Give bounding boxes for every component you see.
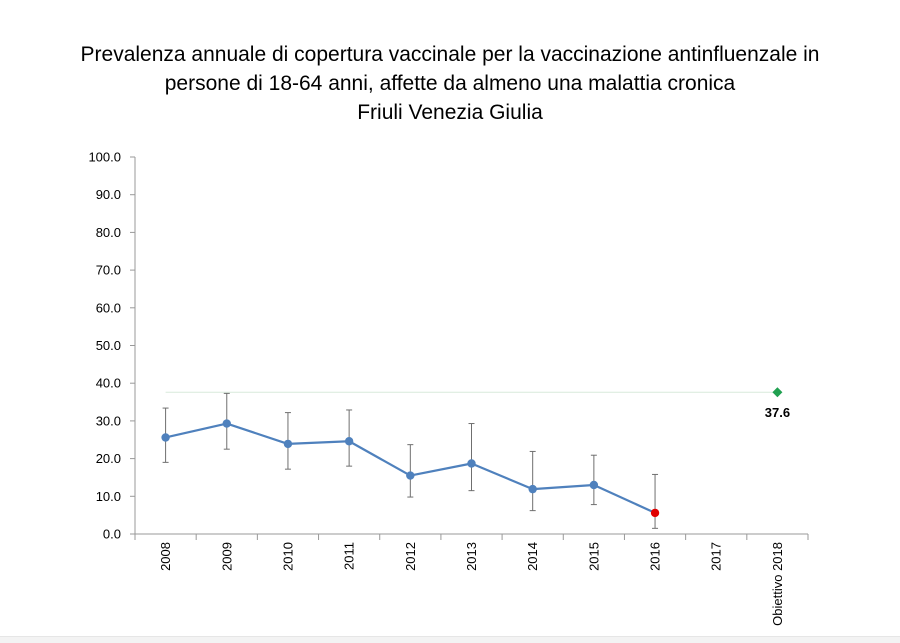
data-point: [161, 433, 170, 442]
y-tick-label: 40.0: [96, 376, 121, 391]
y-tick-label: 80.0: [96, 225, 121, 240]
x-tick-label: 2017: [709, 542, 724, 571]
y-tick-label: 50.0: [96, 338, 121, 353]
x-tick-label: 2011: [342, 542, 357, 570]
x-tick-label: 2013: [464, 542, 479, 571]
data-point: [406, 471, 415, 480]
target-marker: [772, 387, 783, 398]
data-point: [344, 437, 354, 446]
x-tick-label: 2008: [158, 542, 173, 571]
data-point: [650, 508, 660, 518]
y-tick-label: 100.0: [88, 150, 121, 165]
x-tick-label: 2010: [280, 542, 295, 571]
chart-title-line-2: persone di 18-64 anni, affette da almeno…: [164, 72, 736, 95]
x-tick-label: 2009: [219, 542, 234, 571]
bottom-scrollbar-edge: [0, 636, 900, 643]
y-tick-label: 60.0: [96, 300, 121, 315]
data-point: [222, 419, 231, 428]
data-point: [467, 459, 476, 468]
x-tick-label: Obiettivo 2018: [770, 542, 785, 626]
y-tick-label: 0.0: [103, 527, 121, 542]
y-tick-label: 20.0: [96, 451, 121, 466]
chart-title: Prevalenza annuale di copertura vaccinal…: [0, 40, 900, 127]
y-tick-label: 70.0: [96, 263, 121, 278]
data-point: [589, 480, 599, 490]
target-data-label: 37.6: [765, 405, 790, 420]
x-tick-label: 2016: [648, 542, 663, 571]
chart-title-line-1: Prevalenza annuale di copertura vaccinal…: [80, 43, 820, 66]
x-tick-label: 2012: [403, 542, 418, 571]
y-tick-label: 30.0: [96, 413, 121, 428]
x-tick-label: 2015: [586, 542, 601, 571]
data-point: [283, 439, 293, 449]
x-tick-label: 2014: [525, 542, 540, 571]
y-tick-label: 10.0: [96, 489, 121, 504]
chart-title-line-3: Friuli Venezia Giulia: [357, 101, 543, 124]
data-point: [528, 484, 537, 494]
y-tick-label: 90.0: [96, 187, 121, 202]
